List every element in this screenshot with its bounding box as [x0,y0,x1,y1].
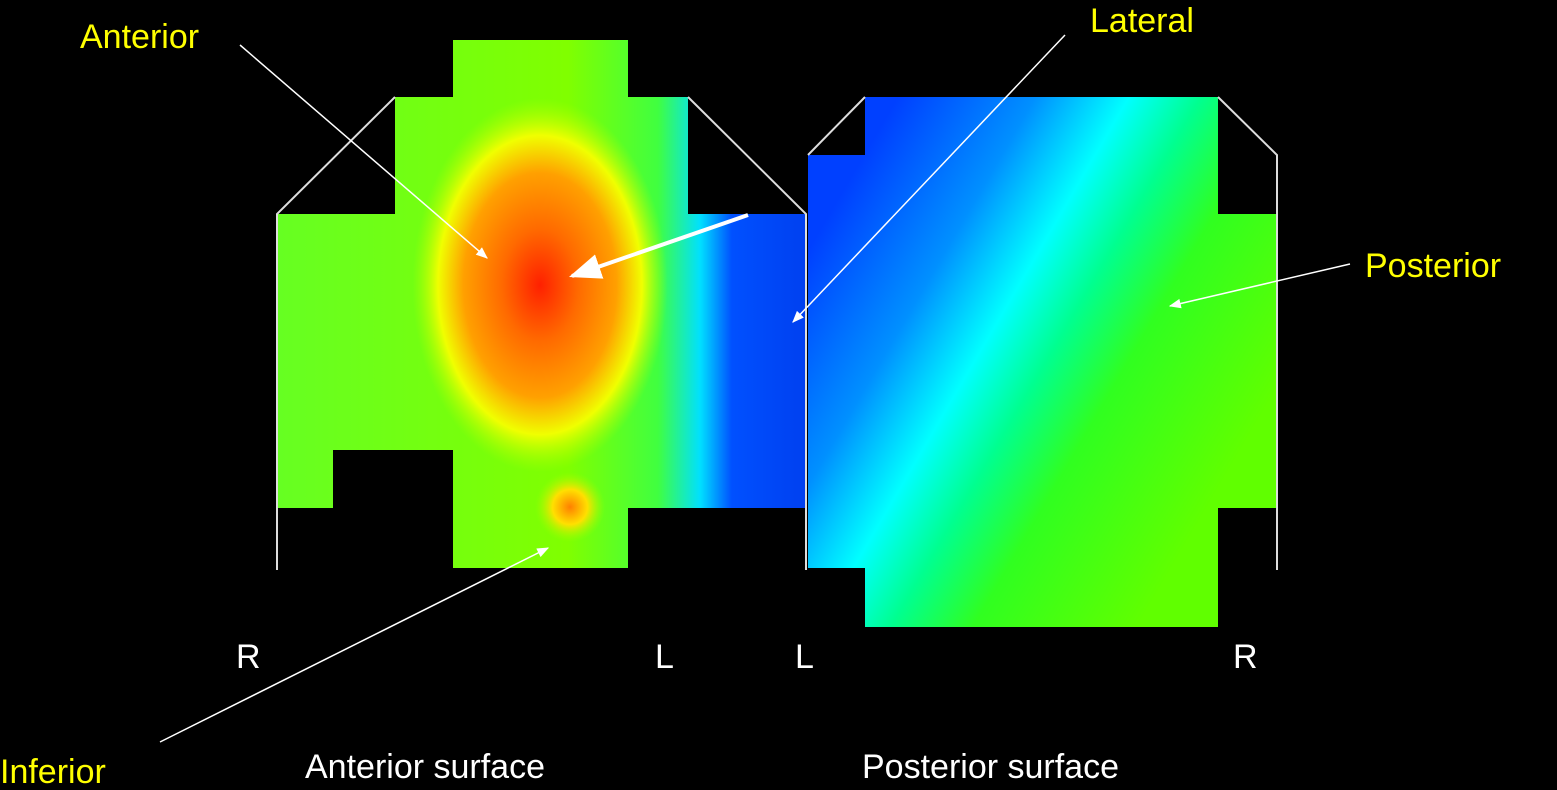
map-outline [276,96,1278,570]
caption: Posterior surface [862,748,1119,786]
label: Lateral [1090,2,1194,40]
caption: Anterior surface [305,748,545,786]
inferior-hotspot [535,472,605,542]
side-label: L [795,638,814,676]
anterior-hotspot [277,40,700,568]
leader-line [159,547,550,743]
side-label: L [655,638,674,676]
posterior-map [808,97,1277,627]
label: Inferior [0,753,106,790]
label: Anterior [80,18,199,56]
leader-line [239,44,488,259]
side-label: R [1233,638,1258,676]
leader-line [792,34,1066,323]
vector-arrow [568,213,749,279]
leader-line [1168,263,1351,309]
side-label: R [236,638,261,676]
label: Posterior [1365,247,1501,285]
